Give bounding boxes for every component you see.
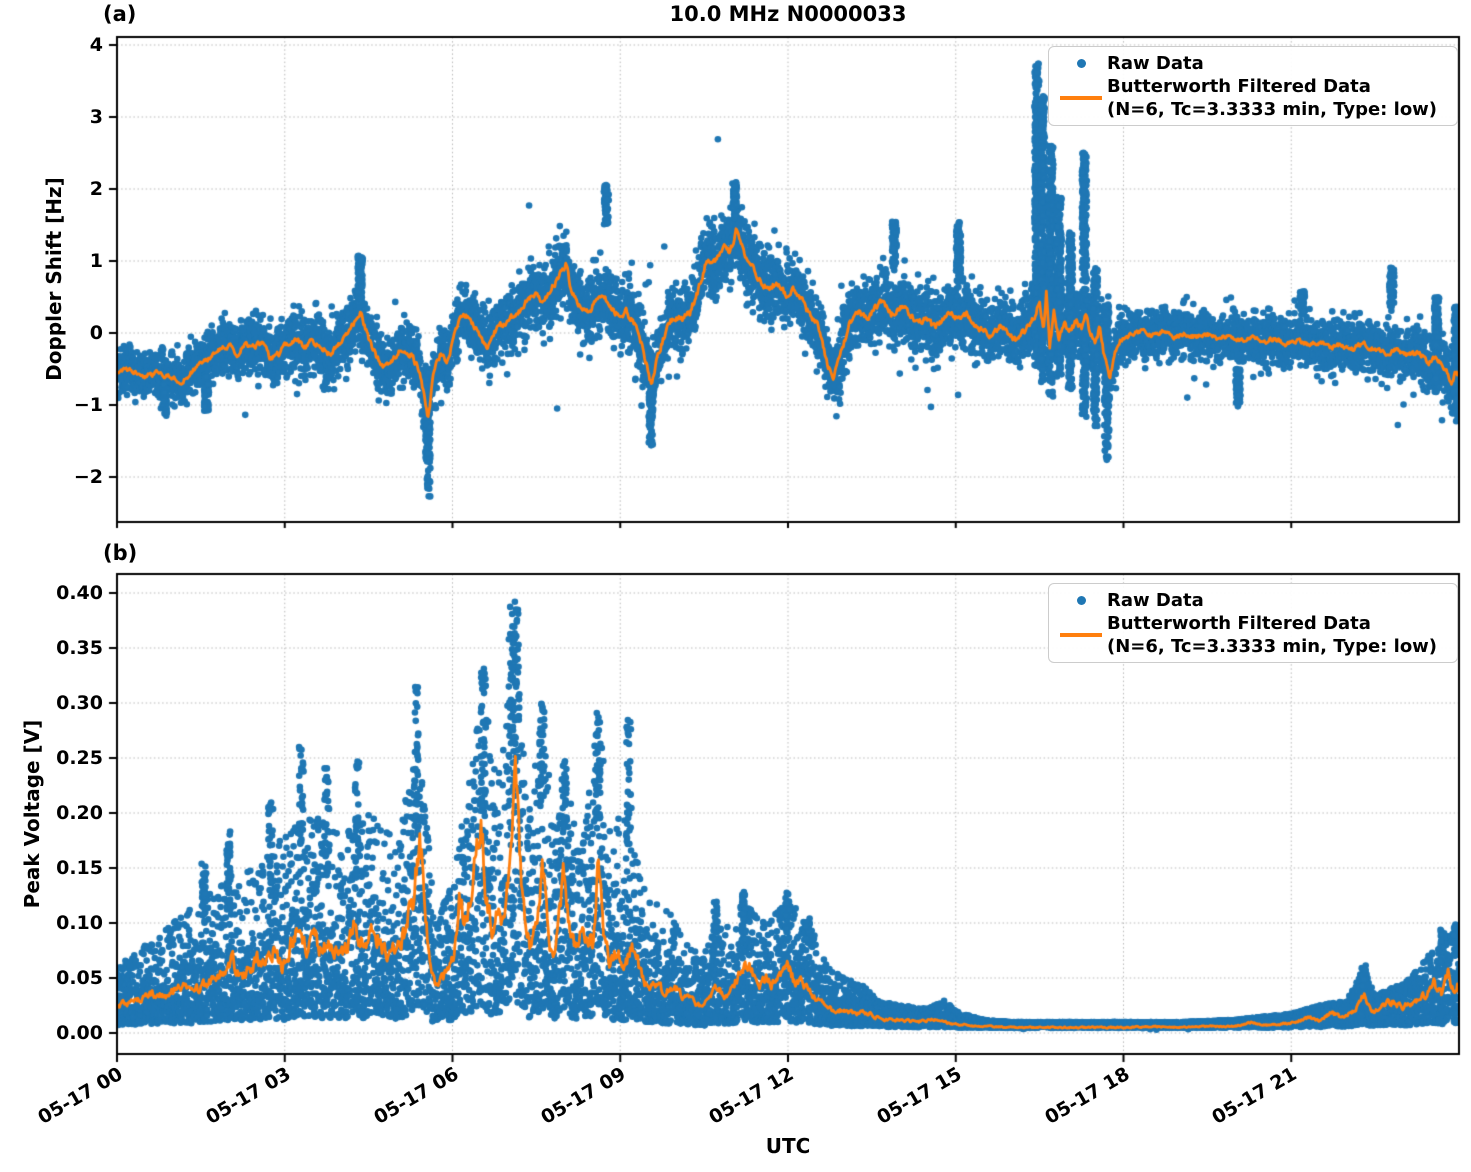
y-tick-label: 0.00	[56, 1022, 103, 1044]
filtered-line-marker-icon	[1055, 95, 1107, 100]
figure-title: 10.0 MHz N0000033	[669, 2, 907, 26]
x-axis-label: UTC	[765, 1134, 811, 1158]
filtered-line-marker-icon	[1055, 632, 1107, 637]
y-tick-label: 0.30	[56, 692, 103, 714]
panel-a-label: (a)	[103, 2, 137, 26]
y-tick-label: −2	[73, 466, 103, 488]
y-tick-label: 0.05	[56, 967, 103, 989]
y-tick-label: −1	[73, 394, 103, 416]
y-tick-label: 3	[89, 106, 103, 128]
y-tick-label: 0.35	[56, 637, 103, 659]
raw-data-marker-icon	[1055, 595, 1107, 605]
y-tick-label: 4	[89, 34, 103, 56]
legend-filtered-row: Butterworth Filtered Data (N=6, Tc=3.333…	[1055, 612, 1449, 658]
y-tick-label: 0.20	[56, 802, 103, 824]
y-tick-label: 0	[89, 322, 103, 344]
y-tick-label: 0.25	[56, 747, 103, 769]
legend-filtered-label-line2: (N=6, Tc=3.3333 min, Type: low)	[1107, 98, 1438, 120]
raw-data-marker-icon	[1055, 58, 1107, 68]
legend-raw-row: Raw Data	[1055, 589, 1449, 612]
legend-panel-a: Raw Data Butterworth Filtered Data (N=6,…	[1048, 46, 1458, 126]
y-tick-label: 1	[89, 250, 103, 272]
legend-filtered-row: Butterworth Filtered Data (N=6, Tc=3.333…	[1055, 75, 1449, 121]
legend-raw-label: Raw Data	[1107, 52, 1204, 74]
y-tick-label: 0.10	[56, 912, 103, 934]
y-axis-label-doppler: Doppler Shift [Hz]	[42, 177, 66, 381]
panel-b-label: (b)	[103, 541, 138, 565]
legend-raw-row: Raw Data	[1055, 52, 1449, 75]
legend-filtered-label-line2: (N=6, Tc=3.3333 min, Type: low)	[1107, 635, 1438, 657]
y-tick-label: 2	[89, 178, 103, 200]
legend-panel-b: Raw Data Butterworth Filtered Data (N=6,…	[1048, 583, 1458, 663]
legend-filtered-label-line1: Butterworth Filtered Data	[1107, 75, 1371, 97]
legend-filtered-label-line1: Butterworth Filtered Data	[1107, 612, 1371, 634]
y-tick-label: 0.15	[56, 857, 103, 879]
legend-raw-label: Raw Data	[1107, 589, 1204, 611]
y-tick-label: 0.40	[56, 582, 103, 604]
